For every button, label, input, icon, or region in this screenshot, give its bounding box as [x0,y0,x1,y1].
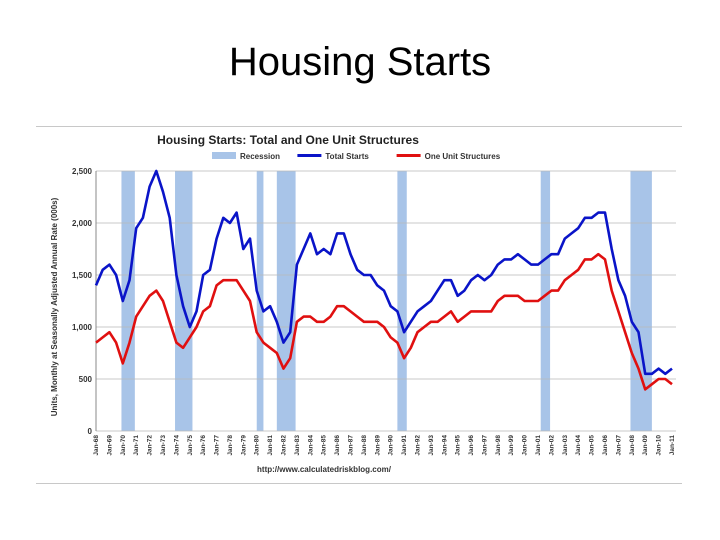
source-url: http://www.calculatedriskblog.com/ [257,465,392,474]
x-tick-label: Jan-94 [441,435,448,456]
y-tick-label: 500 [79,375,93,384]
housing-starts-chart: Housing Starts: Total and One Unit Struc… [50,133,676,474]
x-tick-label: Jan-00 [522,435,529,456]
series-line-one-unit-structures [95,252,673,391]
series-lines [94,169,673,391]
x-tick-label: Jan-01 [535,435,542,456]
y-axis-label: Units, Monthly at Seasonally Adjusted An… [50,197,59,416]
x-tick-label: Jan-99 [508,435,515,456]
x-tick-label: Jan-75 [187,435,194,456]
x-tick-label: Jan-10 [656,435,663,456]
chart-frame: Housing Starts: Total and One Unit Struc… [36,126,682,484]
x-tick-label: Jan-93 [428,435,435,456]
x-tick-label: Jan-68 [93,435,100,456]
x-tick-label: Jan-06 [602,435,609,456]
x-tick-label: Jan-95 [455,435,462,456]
x-tick-label: Jan-74 [173,435,180,456]
y-tick-label: 2,500 [72,167,93,176]
x-tick-label: Jan-82 [281,435,288,456]
y-axis-ticks: 0 500 1,000 1,500 2,000 2,500 [72,167,93,436]
x-tick-label: Jan-71 [133,435,140,456]
x-tick-label: Jan-84 [307,435,314,456]
x-tick-label: Jan-89 [374,435,381,456]
x-tick-label: Jan-11 [669,435,676,456]
x-tick-label: Jan-07 [615,435,622,456]
x-tick-label: Jan-91 [401,435,408,456]
legend-label: Recession [240,152,280,161]
x-tick-label: Jan-09 [642,435,649,456]
x-tick-label: Jan-87 [348,435,355,456]
x-tick-label: Jan-04 [575,435,582,456]
x-tick-label: Jan-76 [200,435,207,456]
recession-band-0 [121,171,135,431]
x-tick-label: Jan-03 [562,435,569,456]
x-tick-label: Jan-79 [240,435,247,456]
recession-band-1 [175,171,193,431]
x-tick-label: Jan-96 [468,435,475,456]
x-tick-label: Jan-90 [388,435,395,456]
x-tick-label: Jan-05 [589,435,596,456]
gridlines [95,170,676,432]
legend-label: One Unit Structures [425,152,501,161]
x-tick-label: Jan-73 [160,435,167,456]
recession-band-5 [540,171,551,431]
y-tick-label: 2,000 [72,219,93,228]
x-tick-label: Jan-98 [495,435,502,456]
x-tick-label: Jan-83 [294,435,301,456]
x-tick-label: Jan-70 [120,435,127,456]
series-line-total-starts [94,169,673,376]
x-tick-label: Jan-85 [321,435,328,456]
x-tick-label: Jan-92 [414,435,421,456]
x-tick-label: Jan-86 [334,435,341,456]
x-tick-label: Jan-97 [481,435,488,456]
y-tick-label: 0 [88,427,93,436]
recession-bands [121,171,652,431]
y-tick-label: 1,000 [72,323,93,332]
recession-band-4 [397,171,407,431]
chart-title: Housing Starts: Total and One Unit Struc… [157,133,419,147]
x-tick-label: Jan-72 [147,435,154,456]
x-tick-label: Jan-88 [361,435,368,456]
slide-title: Housing Starts [228,40,492,84]
legend-label: Total Starts [325,152,369,161]
x-axis-ticks: Jan-68 Jan-69 Jan-70 Jan-71 Jan-72 Jan-73 Jan-… [93,435,676,456]
x-tick-label: Jan-78 [227,435,234,456]
x-tick-label: Jan-69 [106,435,113,456]
x-tick-label: Jan-02 [548,435,555,456]
x-tick-label: Jan-80 [254,435,261,456]
recession-band-6 [630,171,652,431]
y-tick-label: 1,500 [72,271,93,280]
x-tick-label: Jan-77 [214,435,221,456]
legend-swatch-recession [212,152,236,159]
legend: Recession Total Starts One Unit Structures [212,152,501,161]
x-tick-label: Jan-08 [629,435,636,456]
x-tick-label: Jan-81 [267,435,274,456]
